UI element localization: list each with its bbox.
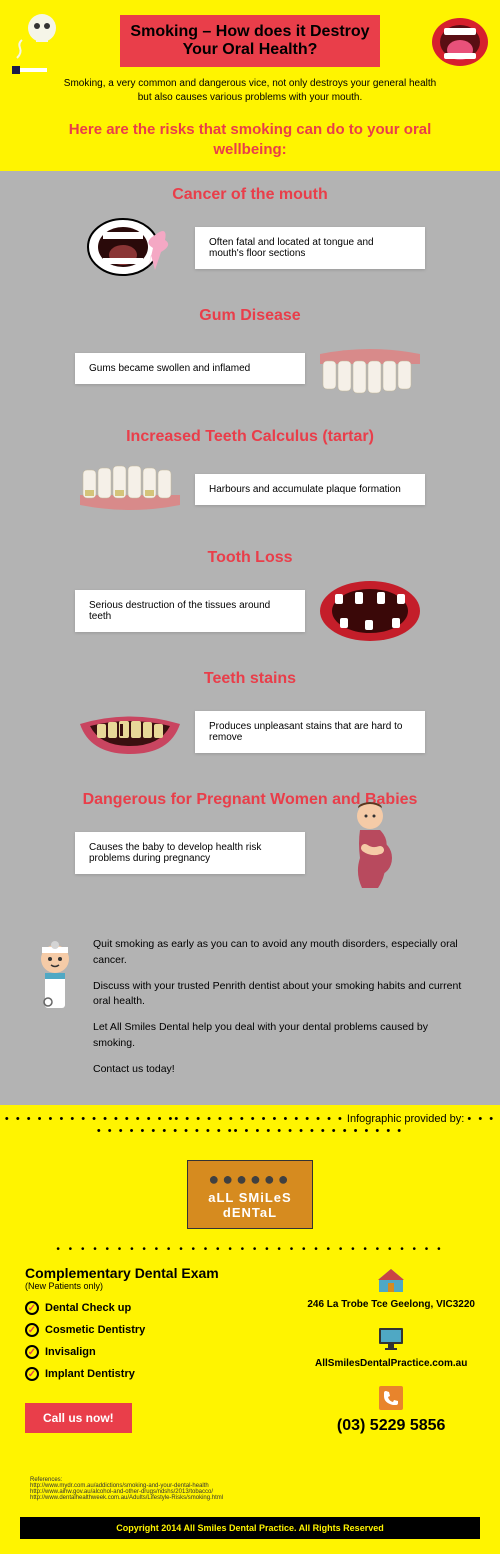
reference-link: http://www.dentalhealthweek.com.au/Adult…	[30, 1495, 470, 1501]
open-mouth-icon	[430, 15, 490, 75]
skull-smoking-icon	[12, 8, 67, 93]
dentist-icon	[28, 937, 83, 1087]
advice-paragraph: Quit smoking as early as you can to avoi…	[93, 937, 472, 969]
mouth-ribbon-icon	[75, 210, 185, 285]
monitor-icon	[376, 1324, 406, 1354]
risk-description: Harbours and accumulate plaque formation	[195, 474, 425, 505]
risk-item: Teeth stains Produces unpleasant stains t…	[0, 670, 500, 769]
risk-item: Increased Teeth Calculus (tartar) Harbour…	[0, 428, 500, 527]
phone-icon	[376, 1383, 406, 1413]
brand-logo: ●●●●●● aLL SMiLeS dENTaL	[187, 1160, 312, 1229]
risk-title: Gum Disease	[199, 307, 300, 325]
risk-item: Dangerous for Pregnant Women and BabiesC…	[0, 791, 500, 890]
checkmark-icon: ✓	[25, 1323, 39, 1337]
website-text: AllSmilesDentalPractice.com.au	[307, 1358, 475, 1369]
exam-offer: Complementary Dental Exam (New Patients …	[25, 1265, 219, 1449]
pregnant-woman-icon	[315, 815, 425, 890]
house-icon	[376, 1265, 406, 1295]
footer-content: Complementary Dental Exam (New Patients …	[0, 1255, 500, 1469]
advice-text: Quit smoking as early as you can to avoi…	[93, 937, 472, 1087]
exam-subtitle: (New Patients only)	[25, 1281, 219, 1291]
risks-heading: Here are the risks that smoking can do t…	[0, 115, 500, 171]
risk-title: Cancer of the mouth	[172, 186, 328, 204]
mouth-missing-teeth-icon	[315, 573, 425, 648]
risk-item: Tooth Loss Serious destruction of the tis…	[0, 549, 500, 648]
subtitle-text: Smoking, a very common and dangerous vic…	[20, 67, 480, 115]
risk-description: Produces unpleasant stains that are hard…	[195, 711, 425, 753]
provider-label: Infographic provided by:	[0, 1105, 500, 1145]
checkmark-icon: ✓	[25, 1345, 39, 1359]
advice-section: Quit smoking as early as you can to avoi…	[0, 927, 500, 1105]
checkmark-icon: ✓	[25, 1367, 39, 1381]
exam-services-list: ✓Dental Check up ✓Cosmetic Dentistry ✓Invi…	[25, 1301, 219, 1381]
call-now-button[interactable]: Call us now!	[25, 1403, 132, 1433]
lower-teeth-tartar-icon	[75, 452, 185, 527]
risk-item: Gum Disease Gums became swollen and infla…	[0, 307, 500, 406]
risks-list: Cancer of the mouth Often fatal and locat…	[0, 171, 500, 927]
copyright-text: Copyright 2014 All Smiles Dental Practic…	[20, 1517, 480, 1539]
upper-teeth-icon	[315, 331, 425, 406]
exam-title: Complementary Dental Exam	[25, 1265, 219, 1281]
main-title: Smoking – How does it Destroy Your Oral …	[120, 15, 380, 67]
risk-description: Causes the baby to develop health risk p…	[75, 832, 305, 874]
service-item: ✓Implant Dentistry	[25, 1367, 219, 1381]
advice-paragraph: Discuss with your trusted Penrith dentis…	[93, 979, 472, 1011]
checkmark-icon: ✓	[25, 1301, 39, 1315]
address-text: 246 La Trobe Tce Geelong, VIC3220	[307, 1299, 475, 1310]
contact-info: 246 La Trobe Tce Geelong, VIC3220 AllSmi…	[307, 1265, 475, 1449]
risk-item: Cancer of the mouth Often fatal and locat…	[0, 186, 500, 285]
risk-title: Teeth stains	[204, 670, 296, 688]
risk-title: Tooth Loss	[207, 549, 292, 567]
advice-paragraph: Contact us today!	[93, 1062, 472, 1078]
risk-title: Increased Teeth Calculus (tartar)	[126, 428, 374, 446]
risk-description: Serious destruction of the tissues aroun…	[75, 590, 305, 632]
phone-number: (03) 5229 5856	[307, 1417, 475, 1435]
stained-smile-icon	[75, 694, 185, 769]
divider-dots: • • • • • • • • • • • • • • • • • • • • …	[0, 1244, 500, 1255]
service-item: ✓Dental Check up	[25, 1301, 219, 1315]
references: References:http://www.mydr.com.au/addict…	[0, 1469, 500, 1509]
infographic-page: Smoking – How does it Destroy Your Oral …	[0, 0, 500, 1554]
logo-section: ●●●●●● aLL SMiLeS dENTaL	[0, 1145, 500, 1244]
logo-dots-icon: ●●●●●●	[208, 1169, 291, 1190]
footer-wrap: References:http://www.mydr.com.au/addict…	[0, 1469, 500, 1554]
risk-description: Gums became swollen and inflamed	[75, 353, 305, 384]
risk-description: Often fatal and located at tongue and mo…	[195, 227, 425, 269]
service-item: ✓Cosmetic Dentistry	[25, 1323, 219, 1337]
header-section: Smoking – How does it Destroy Your Oral …	[0, 0, 500, 115]
advice-paragraph: Let All Smiles Dental help you deal with…	[93, 1020, 472, 1052]
service-item: ✓Invisalign	[25, 1345, 219, 1359]
